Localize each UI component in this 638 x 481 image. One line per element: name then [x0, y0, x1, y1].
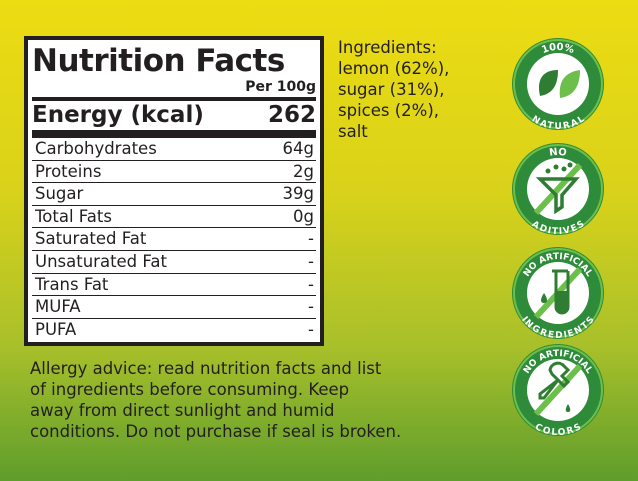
ingredient-line: spices (2%),	[338, 101, 440, 120]
svg-text:100%: 100%	[540, 42, 575, 56]
nutrient-row: Trans Fat -	[32, 274, 316, 297]
divider	[32, 97, 316, 101]
nutrient-row: Unsaturated Fat -	[32, 251, 316, 274]
nutrient-value: -	[308, 251, 314, 271]
ingredient-line: salt	[338, 122, 368, 141]
badge-aditives: NO ADITIVES	[510, 141, 606, 237]
divider-thick	[32, 130, 316, 138]
badge-natural: 100% NATURAL	[510, 36, 606, 132]
nutrient-value: 64g	[282, 139, 314, 158]
badge-top-text: 100%	[540, 42, 575, 56]
nutrition-facts-panel: Nutrition Facts Per 100g Energy (kcal) 2…	[24, 36, 324, 346]
ingredients-heading: Ingredients:	[338, 38, 437, 57]
allergy-line: conditions. Do not purchase if seal is b…	[30, 422, 402, 441]
nutrient-row: Proteins 2g	[32, 161, 316, 184]
nutrient-value: 2g	[293, 161, 314, 181]
test-tube-icon	[541, 269, 570, 315]
nutrient-label: Carbohydrates	[35, 139, 157, 158]
allergy-line: Allergy advice: read nutrition facts and…	[30, 359, 382, 378]
badge-ingredients: NO ARTIFICIAL INGREDIENTS	[510, 245, 606, 341]
svg-text:COLORS: COLORS	[533, 422, 583, 438]
ingredient-line: sugar (31%),	[338, 80, 445, 99]
nutrient-value: -	[308, 229, 314, 249]
funnel-icon	[535, 162, 580, 215]
allergy-advice: Allergy advice: read nutrition facts and…	[30, 358, 470, 442]
nutrient-row: Sugar 39g	[32, 183, 316, 206]
nutrient-label: Proteins	[35, 161, 102, 181]
nutrient-value: -	[308, 274, 314, 294]
leaves-icon	[538, 70, 580, 98]
nutrient-row: MUFA -	[32, 296, 316, 319]
nutrient-label: Total Fats	[35, 206, 112, 226]
nutrient-label: PUFA	[35, 319, 77, 339]
badge-colors: NO ARTIFICIAL COLORS	[510, 342, 606, 438]
badge-bottom-text: COLORS	[533, 422, 583, 438]
allergy-line: away from direct sunlight and humid	[30, 401, 335, 420]
ingredients: Ingredients: lemon (62%), sugar (31%), s…	[338, 37, 498, 142]
nutrient-row: Total Fats 0g	[32, 206, 316, 229]
nutrient-label: Trans Fat	[35, 274, 109, 294]
nutrient-row: PUFA -	[32, 319, 316, 341]
energy-row: Energy (kcal) 262	[32, 101, 316, 129]
serving-basis: Per 100g	[245, 79, 316, 95]
nutrition-title: Nutrition Facts	[32, 43, 285, 79]
nutrient-label: MUFA	[35, 297, 81, 317]
nutrient-label: Sugar	[35, 184, 84, 204]
nutrient-value: 0g	[293, 206, 314, 226]
nutrient-row: Carbohydrates 64g	[32, 138, 316, 161]
nutrient-value: -	[308, 319, 314, 339]
allergy-line: of ingredients before consuming. Keep	[30, 380, 350, 399]
energy-value: 262	[267, 102, 316, 128]
ingredient-line: lemon (62%),	[338, 59, 450, 78]
energy-label: Energy (kcal)	[32, 102, 204, 128]
nutrient-value: -	[308, 297, 314, 317]
nutrient-label: Unsaturated Fat	[35, 251, 167, 271]
nutrient-table: Carbohydrates 64g Proteins 2g Sugar 39g Total …	[32, 138, 316, 340]
nutrient-value: 39g	[282, 184, 314, 204]
nutrient-row: Saturated Fat -	[32, 228, 316, 251]
dropper-icon	[538, 361, 571, 412]
nutrient-label: Saturated Fat	[35, 229, 147, 249]
